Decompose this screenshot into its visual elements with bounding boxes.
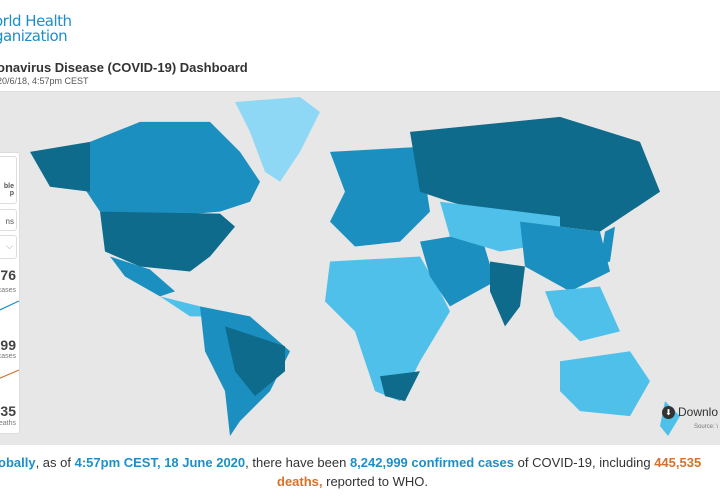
deaths-trend-line	[0, 369, 20, 379]
africa	[325, 256, 450, 402]
greenland	[235, 96, 320, 182]
brazil	[225, 326, 285, 397]
australia	[560, 351, 650, 417]
chevron-down-icon: ⌵	[6, 241, 13, 251]
download-icon: ⬇	[662, 405, 675, 419]
download-button[interactable]: ⬇ Downlo	[662, 405, 718, 419]
japan	[600, 226, 615, 264]
india	[490, 261, 525, 327]
deaths-total: 535	[0, 403, 16, 419]
region-dropdown[interactable]: ⌵	[0, 235, 17, 259]
side-panel: ble p ns ⌵ 976 cases 999 cases 535 death…	[0, 152, 20, 434]
usa	[100, 211, 235, 272]
confirmed-label: cases	[0, 353, 16, 360]
source-note: Source: \	[694, 424, 719, 430]
page-title: onavirus Disease (COVID-19) Dashboard	[0, 60, 248, 75]
deaths-label: deaths	[0, 420, 16, 427]
last-updated: 20/6/18, 4:57pm CEST	[0, 76, 89, 86]
world-map[interactable]	[0, 91, 720, 445]
metric-dropdown[interactable]: ns	[0, 209, 17, 231]
cases-trend-line	[0, 300, 20, 311]
alaska	[30, 141, 90, 192]
confirmed-total: 999	[0, 337, 16, 353]
mexico	[110, 256, 175, 297]
southeast-asia	[545, 286, 620, 342]
russia	[410, 116, 660, 232]
cases-total: 976	[0, 267, 16, 283]
who-logo: orld Health ganization	[0, 12, 72, 45]
bubble-map-toggle[interactable]: ble p	[0, 156, 17, 204]
china	[520, 221, 610, 292]
canada	[80, 121, 260, 217]
cases-label: cases	[0, 287, 16, 294]
south-africa	[380, 371, 420, 402]
europe	[330, 146, 430, 247]
middle-east	[420, 231, 495, 307]
central-america	[160, 296, 205, 317]
